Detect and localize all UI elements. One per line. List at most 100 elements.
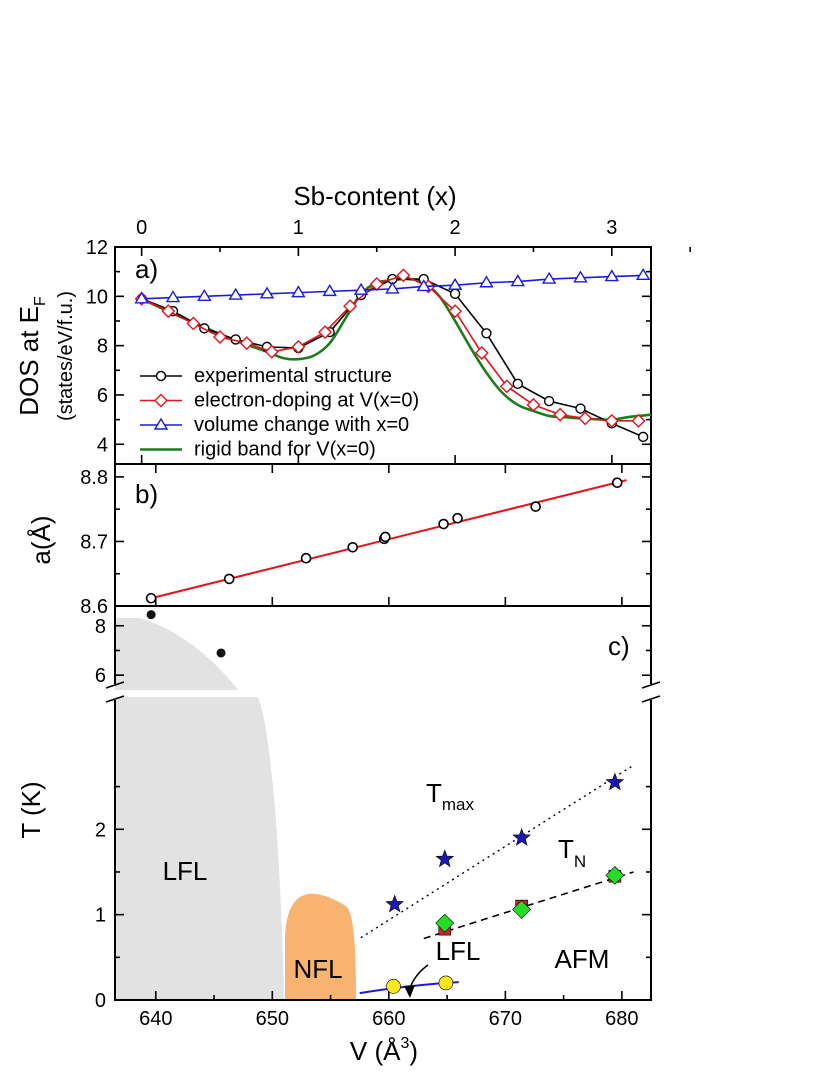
break-right-2 xyxy=(641,695,661,703)
lattice-point xyxy=(145,592,157,604)
panel-c-series xyxy=(146,610,634,995)
high-temperature-point xyxy=(216,648,226,658)
legend-marker-experimental-structure xyxy=(155,370,167,382)
panel-b-label: b) xyxy=(135,479,158,509)
panel-c-upper-yticklabel: 6 xyxy=(95,665,106,687)
tmax-label-main: T xyxy=(426,778,442,808)
lattice-point xyxy=(611,477,623,489)
series-point-experimental-structure xyxy=(512,378,523,390)
legend-label-rigid-band-for-v-x-0: rigid band for V(x=0) xyxy=(194,439,376,461)
dos-ylabel-units: (states/eV/f.u.) xyxy=(55,291,77,421)
panel-a-ticks: 4 6 8 10 12 xyxy=(86,237,691,464)
series-point-electron-doping-at-v-x-0 xyxy=(631,413,646,428)
series-point-volume-change-with-x-0 xyxy=(291,285,306,298)
panel-c-xticklabel: 640 xyxy=(139,1008,172,1030)
break-left-1 xyxy=(105,681,125,689)
panel-c-xticklabel: 650 xyxy=(256,1008,289,1030)
series-point-electron-doping-at-v-x-0 xyxy=(291,339,306,354)
series-point-electron-doping-at-v-x-0 xyxy=(343,299,358,314)
panel-a-yticklabel: 6 xyxy=(97,385,108,407)
tn-diamond-point xyxy=(435,913,455,933)
series-point-electron-doping-at-v-x-0 xyxy=(474,346,489,361)
panel-c-xticklabel: 660 xyxy=(372,1008,405,1030)
panel-c-yticklabel: 0 xyxy=(95,990,106,1012)
high-temperature-point xyxy=(146,610,156,620)
region-label-nfl: NFL xyxy=(293,954,342,984)
volume-xlabel-tail: ) xyxy=(409,1036,418,1066)
legend-label-experimental-structure: experimental structure xyxy=(194,365,392,387)
series-point-electron-doping-at-v-x-0 xyxy=(448,304,463,319)
panel-a-yticklabel: 10 xyxy=(86,286,108,308)
top-axis-ticklabel: 0 xyxy=(136,217,147,239)
series-point-experimental-structure xyxy=(575,403,586,414)
series-point-electron-doping-at-v-x-0 xyxy=(604,413,619,428)
panel-a-series xyxy=(134,267,651,443)
panel-a-yticklabel: 4 xyxy=(97,434,108,456)
lfl-region-upper xyxy=(115,618,238,690)
legend-label-electron-doping-at-v-x-0: electron-doping at V(x=0) xyxy=(194,390,419,412)
dos-ylabel: DOS at EF xyxy=(14,296,49,416)
series-point-electron-doping-at-v-x-0 xyxy=(578,411,593,426)
lattice-point xyxy=(223,573,235,585)
series-point-volume-change-with-x-0 xyxy=(197,288,212,302)
series-point-volume-change-with-x-0 xyxy=(165,290,181,303)
lattice-point xyxy=(300,552,312,564)
tn-label: TN xyxy=(558,834,586,871)
series-point-volume-change-with-x-0 xyxy=(385,281,400,294)
region-label-afm: AFM xyxy=(555,944,610,974)
lfl-point xyxy=(386,979,401,994)
axis-break-marks xyxy=(105,681,661,703)
series-point-volume-change-with-x-0 xyxy=(447,277,463,290)
series-point-electron-doping-at-v-x-0 xyxy=(186,316,201,331)
nfl-region xyxy=(285,893,356,1000)
series-point-experimental-structure xyxy=(481,328,492,339)
series-point-volume-change-with-x-0 xyxy=(259,286,275,299)
tmax-point xyxy=(435,849,455,868)
lfl-annotation-arrowhead xyxy=(404,985,415,998)
panel-b-ticks: 8.6 8.7 8.8 xyxy=(80,464,651,618)
series-point-electron-doping-at-v-x-0 xyxy=(213,330,227,344)
top-axis-label: Sb-content (x) xyxy=(293,181,456,211)
volume-xlabel-main: V (Å xyxy=(350,1036,401,1066)
tmax-point xyxy=(512,827,532,846)
lattice-point xyxy=(380,531,391,543)
panel-a-yticklabel: 12 xyxy=(86,237,108,259)
panel-b-yticklabel: 8.6 xyxy=(80,596,108,618)
tmax-trend-line xyxy=(360,764,634,939)
top-axis-ticklabel: 2 xyxy=(450,217,461,239)
panel-c-ticks: 640 650 660 670 680 0 1 2 6 8 xyxy=(95,616,651,1030)
volume-xlabel: V (Å3) xyxy=(350,1035,418,1066)
series-point-experimental-structure xyxy=(449,288,461,300)
break-left-2 xyxy=(105,695,125,703)
tmax-point xyxy=(605,772,625,791)
dos-ylabel-sub: F xyxy=(32,296,49,306)
lattice-ylabel: a(Å) xyxy=(26,515,56,564)
panel-b-series xyxy=(145,477,627,604)
series-point-volume-change-with-x-0 xyxy=(510,274,526,287)
series-point-volume-change-with-x-0 xyxy=(134,291,149,304)
series-point-electron-doping-at-v-x-0 xyxy=(553,407,568,422)
panel-b-yticklabel: 8.7 xyxy=(80,531,108,553)
series-point-volume-change-with-x-0 xyxy=(541,271,557,284)
panel-a-label: a) xyxy=(135,254,158,284)
series-point-electron-doping-at-v-x-0 xyxy=(318,325,333,340)
tmax-label-sub: max xyxy=(442,795,475,814)
series-point-electron-doping-at-v-x-0 xyxy=(264,344,279,359)
tn-label-main: T xyxy=(558,834,574,864)
legend-label-volume-change-with-x-0: volume change with x=0 xyxy=(194,414,409,436)
volume-xlabel-sup: 3 xyxy=(401,1035,410,1052)
series-point-electron-doping-at-v-x-0 xyxy=(499,379,514,394)
legend: experimental structure electron-doping at… xyxy=(140,365,419,461)
dos-ylabel-main: DOS at E xyxy=(14,306,44,416)
panel-c-xticklabel: 680 xyxy=(605,1008,638,1030)
series-point-volume-change-with-x-0 xyxy=(635,267,651,281)
panel-c-upper-yticklabel: 8 xyxy=(95,616,106,638)
tn-diamond-point xyxy=(512,900,532,919)
series-point-volume-change-with-x-0 xyxy=(573,270,588,283)
panel-b-frame xyxy=(114,463,652,607)
series-point-volume-change-with-x-0 xyxy=(604,269,620,282)
lfl-region-lower xyxy=(115,697,284,1000)
panel-b-yticklabel: 8.8 xyxy=(80,467,108,489)
legend-marker-volume-change-with-x-0 xyxy=(153,417,169,430)
